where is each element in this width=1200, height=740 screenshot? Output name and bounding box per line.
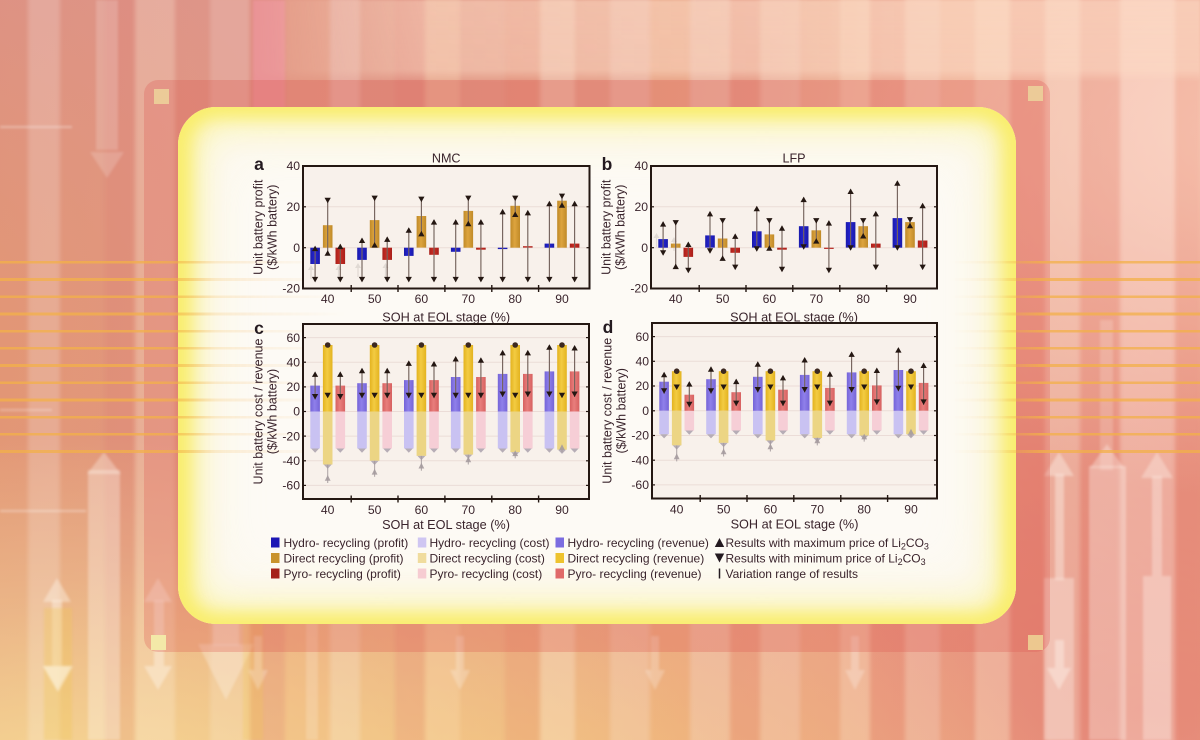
svg-text:60: 60 — [415, 503, 429, 517]
svg-text:Unit battery profit: Unit battery profit — [252, 179, 266, 275]
svg-text:80: 80 — [508, 503, 522, 517]
svg-text:Results with minimum price of: Results with minimum price of Li2CO3 — [726, 551, 926, 567]
svg-text:40: 40 — [670, 503, 684, 517]
svg-text:0: 0 — [642, 404, 649, 418]
svg-text:b: b — [602, 154, 613, 174]
svg-text:($/kWh battery): ($/kWh battery) — [266, 369, 280, 454]
svg-text:80: 80 — [856, 292, 870, 306]
svg-text:20: 20 — [286, 380, 300, 394]
svg-text:60: 60 — [763, 292, 777, 306]
svg-text:60: 60 — [764, 503, 778, 517]
svg-text:($/kWh battery): ($/kWh battery) — [615, 368, 629, 453]
svg-text:-20: -20 — [630, 282, 648, 296]
svg-text:40: 40 — [634, 159, 648, 173]
svg-text:Results with maximum price of: Results with maximum price of Li2CO3 — [726, 536, 929, 552]
svg-text:Unit battery cost / revenue: Unit battery cost / revenue — [252, 339, 266, 485]
svg-text:50: 50 — [716, 292, 730, 306]
svg-text:40: 40 — [635, 355, 649, 369]
svg-text:90: 90 — [903, 292, 917, 306]
svg-text:60: 60 — [635, 330, 649, 344]
svg-text:70: 70 — [462, 503, 476, 517]
svg-text:50: 50 — [368, 503, 382, 517]
svg-text:40: 40 — [321, 503, 335, 517]
svg-text:Variation range of results: Variation range of results — [726, 567, 859, 581]
svg-text:90: 90 — [555, 503, 569, 517]
svg-text:20: 20 — [635, 379, 649, 393]
svg-text:c: c — [254, 318, 264, 338]
svg-text:40: 40 — [286, 355, 300, 369]
svg-text:Pyro- recycling (cost): Pyro- recycling (cost) — [430, 567, 543, 581]
svg-text:Hydro- recycling (revenue): Hydro- recycling (revenue) — [568, 536, 709, 550]
svg-text:40: 40 — [321, 292, 335, 306]
svg-text:-40: -40 — [282, 454, 300, 468]
svg-text:SOH at EOL stage (%): SOH at EOL stage (%) — [382, 518, 510, 532]
svg-text:0: 0 — [293, 405, 300, 419]
svg-text:80: 80 — [857, 503, 871, 517]
svg-text:-20: -20 — [282, 282, 300, 296]
svg-text:SOH at EOL stage (%): SOH at EOL stage (%) — [730, 311, 858, 325]
svg-text:Hydro- recycling (profit): Hydro- recycling (profit) — [284, 536, 409, 550]
svg-text:Direct recycling (profit): Direct recycling (profit) — [284, 551, 404, 565]
svg-text:70: 70 — [810, 292, 824, 306]
svg-text:Unit battery profit: Unit battery profit — [600, 179, 614, 275]
svg-text:-20: -20 — [282, 429, 300, 443]
svg-text:80: 80 — [508, 292, 522, 306]
svg-text:50: 50 — [368, 292, 382, 306]
svg-text:-20: -20 — [631, 429, 649, 443]
svg-text:60: 60 — [415, 292, 429, 306]
svg-text:70: 70 — [811, 503, 825, 517]
svg-text:40: 40 — [286, 159, 300, 173]
svg-text:90: 90 — [555, 292, 569, 306]
svg-text:60: 60 — [286, 331, 300, 345]
svg-text:90: 90 — [904, 503, 918, 517]
svg-text:($/kWh battery): ($/kWh battery) — [614, 185, 628, 270]
svg-text:d: d — [603, 317, 614, 337]
svg-text:50: 50 — [717, 503, 731, 517]
svg-text:a: a — [254, 154, 264, 174]
svg-text:Direct recycling (revenue): Direct recycling (revenue) — [568, 551, 705, 565]
svg-text:0: 0 — [641, 241, 648, 255]
svg-text:-40: -40 — [631, 453, 649, 467]
svg-text:Unit battery cost / revenue: Unit battery cost / revenue — [601, 338, 615, 484]
svg-text:-60: -60 — [631, 478, 649, 492]
svg-text:($/kWh battery): ($/kWh battery) — [266, 185, 280, 270]
svg-text:Pyro- recycling (profit): Pyro- recycling (profit) — [284, 567, 401, 581]
svg-text:Hydro- recycling (cost): Hydro- recycling (cost) — [430, 536, 550, 550]
svg-text:Direct recycling (cost): Direct recycling (cost) — [430, 551, 545, 565]
svg-text:0: 0 — [293, 241, 300, 255]
svg-text:SOH at EOL stage (%): SOH at EOL stage (%) — [731, 518, 859, 532]
svg-text:20: 20 — [286, 200, 300, 214]
svg-text:SOH at EOL stage (%): SOH at EOL stage (%) — [382, 311, 510, 325]
svg-text:LFP: LFP — [782, 152, 805, 166]
svg-text:-60: -60 — [282, 479, 300, 493]
svg-text:70: 70 — [462, 292, 476, 306]
svg-text:NMC: NMC — [432, 152, 461, 166]
svg-text:20: 20 — [634, 200, 648, 214]
svg-text:40: 40 — [669, 292, 683, 306]
svg-text:Pyro- recycling (revenue): Pyro- recycling (revenue) — [568, 567, 702, 581]
